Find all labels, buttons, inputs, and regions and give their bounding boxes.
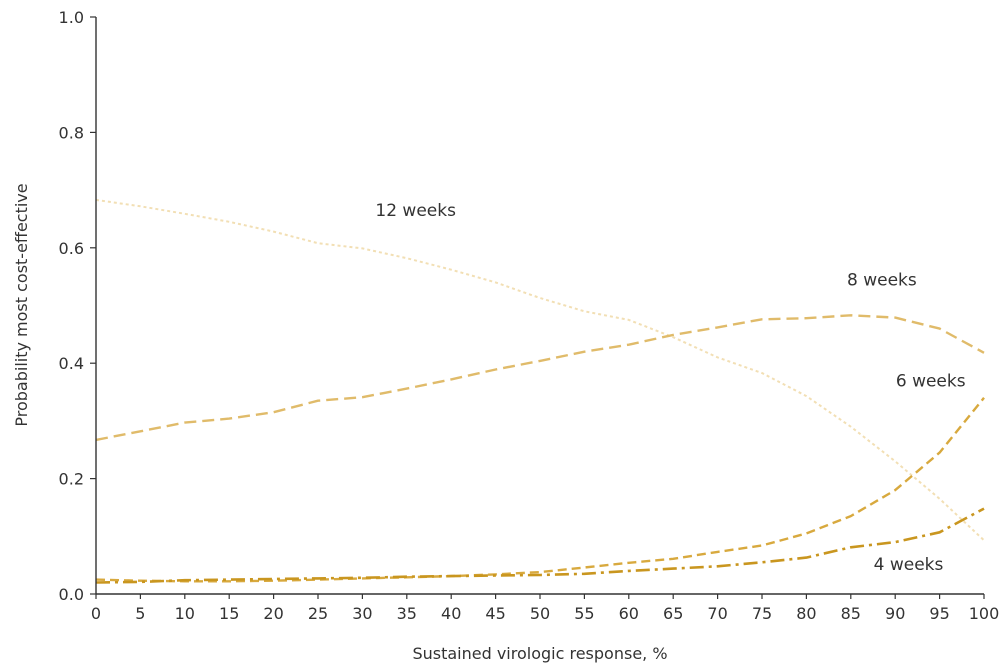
x-tick-label: 55 [574, 604, 594, 623]
series-line-6-weeks [95, 397, 985, 583]
series-label-4-weeks: 4 weeks [874, 555, 944, 575]
x-tick-label: 5 [135, 604, 145, 623]
x-axis-title: Sustained virologic response, % [412, 644, 667, 663]
y-tick-label: 0.8 [59, 123, 84, 142]
series-labels: 12 weeks 8 weeks 6 weeks 4 weeks [375, 201, 965, 575]
ticks: 0 5 10 15 20 25 30 35 40 45 50 55 60 65 70 75 80 85 90 95 10… [59, 8, 1000, 623]
x-tick-label: 95 [929, 604, 949, 623]
series-line-12-weeks [95, 198, 985, 542]
y-tick-label: 0.0 [59, 585, 84, 604]
x-tick-label: 70 [707, 604, 727, 623]
x-tick-label: 90 [885, 604, 905, 623]
series-label-12-weeks: 12 weeks [375, 201, 456, 221]
y-tick-label: 0.4 [59, 354, 84, 373]
y-tick-label: 1.0 [59, 8, 84, 27]
x-tick-label: 80 [796, 604, 816, 623]
y-tick-label: 0.6 [59, 239, 84, 258]
x-tick-label: 10 [175, 604, 195, 623]
x-tick-label: 85 [841, 604, 861, 623]
x-tick-label: 50 [530, 604, 550, 623]
x-tick-label: 40 [441, 604, 461, 623]
x-tick-label: 20 [263, 604, 283, 623]
x-tick-label: 100 [969, 604, 1000, 623]
x-tick-label: 30 [352, 604, 372, 623]
x-tick-label: 60 [619, 604, 639, 623]
series-lines [95, 198, 985, 584]
x-tick-label: 35 [397, 604, 417, 623]
series-line-4-weeks [95, 507, 985, 584]
x-tick-label: 15 [219, 604, 239, 623]
series-line-8-weeks [95, 314, 985, 442]
axes [95, 17, 984, 595]
x-tick-label: 75 [752, 604, 772, 623]
x-tick-label: 45 [485, 604, 505, 623]
x-tick-label: 0 [91, 604, 101, 623]
series-label-8-weeks: 8 weeks [847, 270, 917, 290]
y-axis-title: Probability most cost-effective [12, 183, 31, 426]
x-tick-label: 65 [663, 604, 683, 623]
series-label-6-weeks: 6 weeks [896, 371, 966, 391]
x-tick-label: 25 [308, 604, 328, 623]
y-tick-label: 0.2 [59, 470, 84, 489]
